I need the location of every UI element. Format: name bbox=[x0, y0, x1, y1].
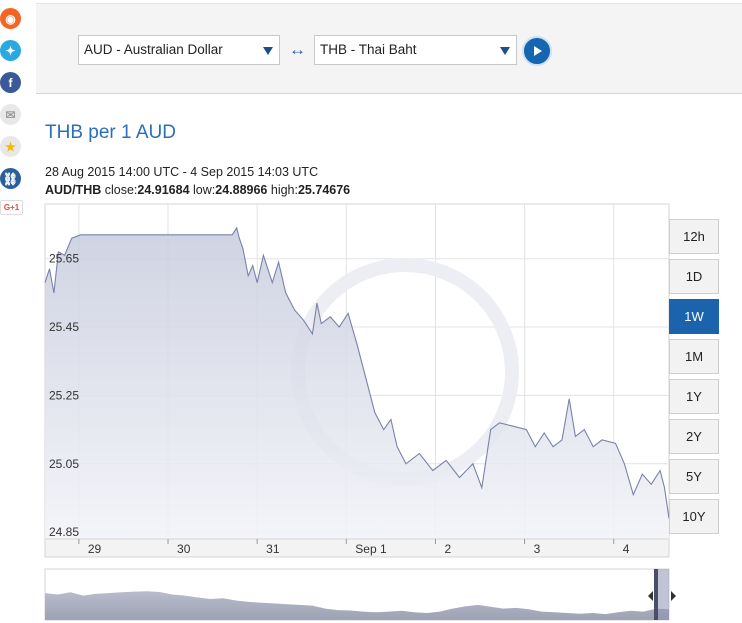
page-title: THB per 1 AUD bbox=[45, 122, 176, 143]
x-tick-label: 3 bbox=[534, 542, 541, 556]
chevron-down-icon bbox=[263, 47, 273, 55]
date-range: 28 Aug 2015 14:00 UTC - 4 Sep 2015 14:03… bbox=[45, 165, 319, 179]
from-currency-value: AUD - Australian Dollar bbox=[84, 42, 223, 57]
pair-label: AUD/THB bbox=[45, 183, 102, 197]
timeframe-10y-button[interactable]: 10Y bbox=[669, 499, 719, 534]
play-icon bbox=[534, 46, 542, 56]
y-tick-label: 25.45 bbox=[49, 320, 79, 334]
favorite-star-icon[interactable]: ★ bbox=[0, 136, 21, 157]
x-axis-band bbox=[44, 538, 670, 558]
timeframe-1d-button[interactable]: 1D bbox=[669, 259, 719, 294]
chevron-down-icon bbox=[500, 47, 510, 55]
facebook-icon[interactable]: f bbox=[0, 72, 21, 93]
x-tick-label: 4 bbox=[623, 542, 630, 556]
timeframe-1m-button[interactable]: 1M bbox=[669, 339, 719, 374]
navigator-handle[interactable] bbox=[654, 569, 658, 620]
low-value: 24.88966 bbox=[215, 183, 268, 197]
email-icon[interactable]: ✉ bbox=[0, 104, 21, 125]
swap-currencies-icon[interactable]: ↔ bbox=[289, 40, 306, 59]
navigator-left-arrow-icon bbox=[648, 591, 653, 601]
low-label: low: bbox=[193, 183, 216, 197]
timeframe-5y-button[interactable]: 5Y bbox=[669, 459, 719, 494]
rate-line bbox=[44, 226, 670, 519]
y-tick-label: 25.65 bbox=[49, 252, 79, 266]
rss-icon[interactable]: ◉ bbox=[0, 8, 21, 29]
go-button[interactable] bbox=[522, 36, 552, 66]
y-tick-label: 25.25 bbox=[49, 388, 79, 402]
close-value: 24.91684 bbox=[137, 183, 190, 197]
timeframe-buttons: 12h 1D 1W 1M 1Y 2Y 5Y 10Y bbox=[669, 219, 719, 539]
navigator-series bbox=[45, 591, 669, 620]
navigator-selection bbox=[656, 569, 669, 620]
twitter-icon[interactable]: ✦ bbox=[0, 40, 21, 61]
y-tick-label: 24.85 bbox=[49, 525, 79, 539]
close-label: close: bbox=[104, 183, 138, 197]
timeframe-1y-button[interactable]: 1Y bbox=[669, 379, 719, 414]
x-tick-label: 29 bbox=[88, 542, 102, 556]
x-tick-label: 30 bbox=[177, 542, 191, 556]
x-tick-label: 31 bbox=[266, 542, 280, 556]
timeframe-2y-button[interactable]: 2Y bbox=[669, 419, 719, 454]
high-value: 25.74676 bbox=[297, 183, 351, 197]
from-currency-select[interactable]: AUD - Australian Dollar bbox=[78, 35, 280, 65]
high-label: high: bbox=[270, 183, 298, 197]
to-currency-value: THB - Thai Baht bbox=[320, 42, 417, 57]
to-currency-select[interactable]: THB - Thai Baht bbox=[314, 35, 517, 65]
timeframe-12h-button[interactable]: 12h bbox=[669, 219, 719, 254]
link-icon[interactable]: ⛓ bbox=[0, 168, 21, 189]
x-tick-label: 2 bbox=[444, 542, 451, 556]
navigator-right-arrow-icon bbox=[671, 591, 676, 601]
y-tick-label: 25.05 bbox=[49, 457, 79, 471]
area-fill bbox=[45, 227, 669, 539]
google-plus-icon[interactable]: G+1 bbox=[0, 200, 23, 215]
converter-bar: AUD - Australian Dollar ↔ THB - Thai Bah… bbox=[36, 3, 742, 94]
timeframe-1w-button[interactable]: 1W bbox=[669, 299, 719, 334]
rate-stats: AUD/THB close:24.91684 low:24.88966 high… bbox=[45, 183, 350, 197]
x-tick-label: Sep 1 bbox=[355, 542, 387, 556]
